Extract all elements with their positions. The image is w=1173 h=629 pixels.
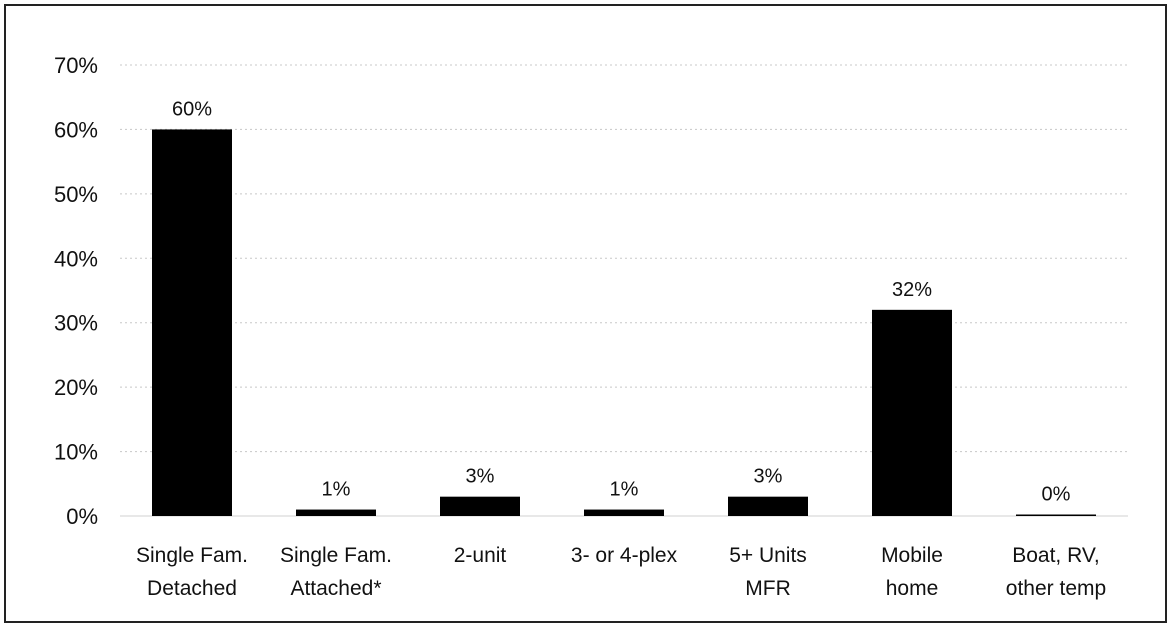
y-axis-ticks: 0% 10% 20% 30% 40% 50% 60% 70% xyxy=(54,53,98,529)
data-labels: 60% 1% 3% 1% 3% 32% 0% xyxy=(172,98,1071,505)
data-label: 32% xyxy=(892,279,932,301)
y-tick-label: 70% xyxy=(54,53,98,78)
data-label: 3% xyxy=(466,466,495,488)
category-label: Boat, RV, xyxy=(1012,544,1100,567)
data-label: 3% xyxy=(754,466,783,488)
category-label: other temp xyxy=(1006,577,1106,600)
category-label: Attached* xyxy=(290,577,381,600)
bar xyxy=(296,509,376,516)
y-tick-label: 60% xyxy=(54,117,98,142)
y-tick-label: 50% xyxy=(54,182,98,207)
bars xyxy=(152,129,1096,516)
gridlines xyxy=(120,64,1128,517)
bar xyxy=(1016,514,1096,516)
bar xyxy=(728,496,808,516)
category-label: Single Fam. xyxy=(136,544,248,567)
y-tick-label: 30% xyxy=(54,311,98,336)
x-axis-categories: Single Fam. Detached Single Fam. Attached* 2… xyxy=(136,544,1106,600)
category-label: 3- or 4-plex xyxy=(571,544,678,567)
data-label: 1% xyxy=(610,479,639,501)
y-tick-label: 40% xyxy=(54,246,98,271)
data-label: 0% xyxy=(1042,484,1071,506)
category-label: Detached xyxy=(147,577,237,600)
y-tick-label: 20% xyxy=(54,375,98,400)
bar xyxy=(440,496,520,516)
category-label: Mobile xyxy=(881,544,943,567)
data-label: 1% xyxy=(322,479,351,501)
category-label: 2-unit xyxy=(454,544,507,567)
y-tick-label: 0% xyxy=(66,504,98,529)
category-label: 5+ Units xyxy=(729,544,807,567)
bar xyxy=(152,129,232,516)
bar xyxy=(872,309,952,516)
category-label: MFR xyxy=(745,577,791,600)
data-label: 60% xyxy=(172,98,212,120)
y-tick-label: 10% xyxy=(54,440,98,465)
category-label: Single Fam. xyxy=(280,544,392,567)
category-label: home xyxy=(886,577,939,600)
bar xyxy=(584,509,664,516)
